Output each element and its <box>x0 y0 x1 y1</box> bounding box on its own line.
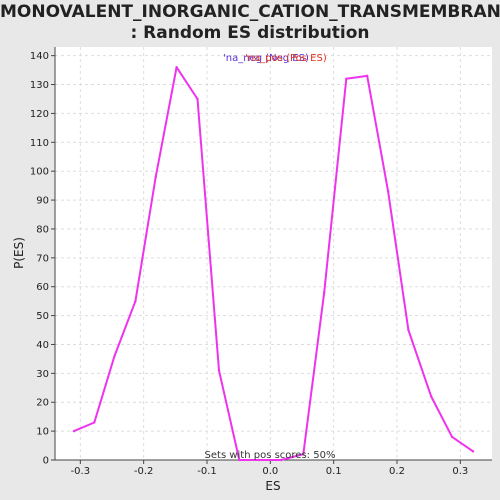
data-point <box>93 421 96 424</box>
y-tick-label: 60 <box>36 282 49 293</box>
x-axis-label: ES <box>265 479 280 493</box>
y-tick-label: 80 <box>36 224 49 235</box>
data-point <box>302 453 305 456</box>
chart-title: MONOVALENT_INORGANIC_CATION_TRANSMEMBRAN… <box>0 2 500 43</box>
legend-entry-neg: 'na_neg (Neg ES) <box>223 53 309 64</box>
x-tick-label: 0.3 <box>452 466 468 477</box>
data-point <box>257 458 261 462</box>
series-line <box>73 66 474 461</box>
pos-scores-annotation: Sets with pos scores: 50% <box>205 450 336 461</box>
x-tick-label: 0.1 <box>326 466 342 477</box>
data-point <box>238 458 241 462</box>
data-point <box>279 458 283 462</box>
y-axis-label: P(ES) <box>12 237 26 269</box>
data-point <box>345 77 348 80</box>
y-tick-label: 50 <box>36 311 49 322</box>
data-point <box>366 74 369 78</box>
series-layer <box>72 66 475 462</box>
y-tick-label: 120 <box>30 109 49 120</box>
y-tick-label: 70 <box>36 253 49 264</box>
data-point <box>430 395 433 398</box>
y-tick-label: 140 <box>30 51 49 62</box>
x-tick-label: 0.2 <box>389 466 405 477</box>
plot-area <box>55 47 492 460</box>
data-point <box>450 435 454 439</box>
legend-entry-pos: 'na_pos (Pos ES) <box>245 53 327 64</box>
data-point <box>113 354 116 358</box>
x-tick-label: 0.0 <box>262 466 278 477</box>
data-point <box>196 97 199 101</box>
grid <box>55 47 492 461</box>
y-tick-label: 100 <box>30 167 49 178</box>
x-tick-label: -0.1 <box>197 466 217 477</box>
y-tick-label: 40 <box>36 340 49 351</box>
data-point <box>471 450 475 453</box>
y-tick-label: 20 <box>36 398 49 409</box>
data-point <box>175 66 178 69</box>
y-tick-label: 30 <box>36 369 49 380</box>
data-point <box>134 299 137 303</box>
data-point <box>72 429 76 433</box>
y-tick-label: 0 <box>43 456 49 467</box>
y-tick-label: 90 <box>36 196 49 207</box>
data-point <box>217 369 221 372</box>
data-point <box>386 190 390 193</box>
y-tick-label: 10 <box>36 427 49 438</box>
y-tick-label: 130 <box>30 80 49 91</box>
tick-labels: 0 10 20 30 40 50 60 70 80 90 100 110 120 130 140 -0.3 -0… <box>30 51 468 477</box>
x-tick-label: -0.2 <box>134 466 154 477</box>
data-point <box>322 291 326 294</box>
data-point <box>154 175 157 179</box>
data-point <box>407 328 410 332</box>
x-tick-label: -0.3 <box>71 466 91 477</box>
y-tick-label: 110 <box>30 138 49 149</box>
